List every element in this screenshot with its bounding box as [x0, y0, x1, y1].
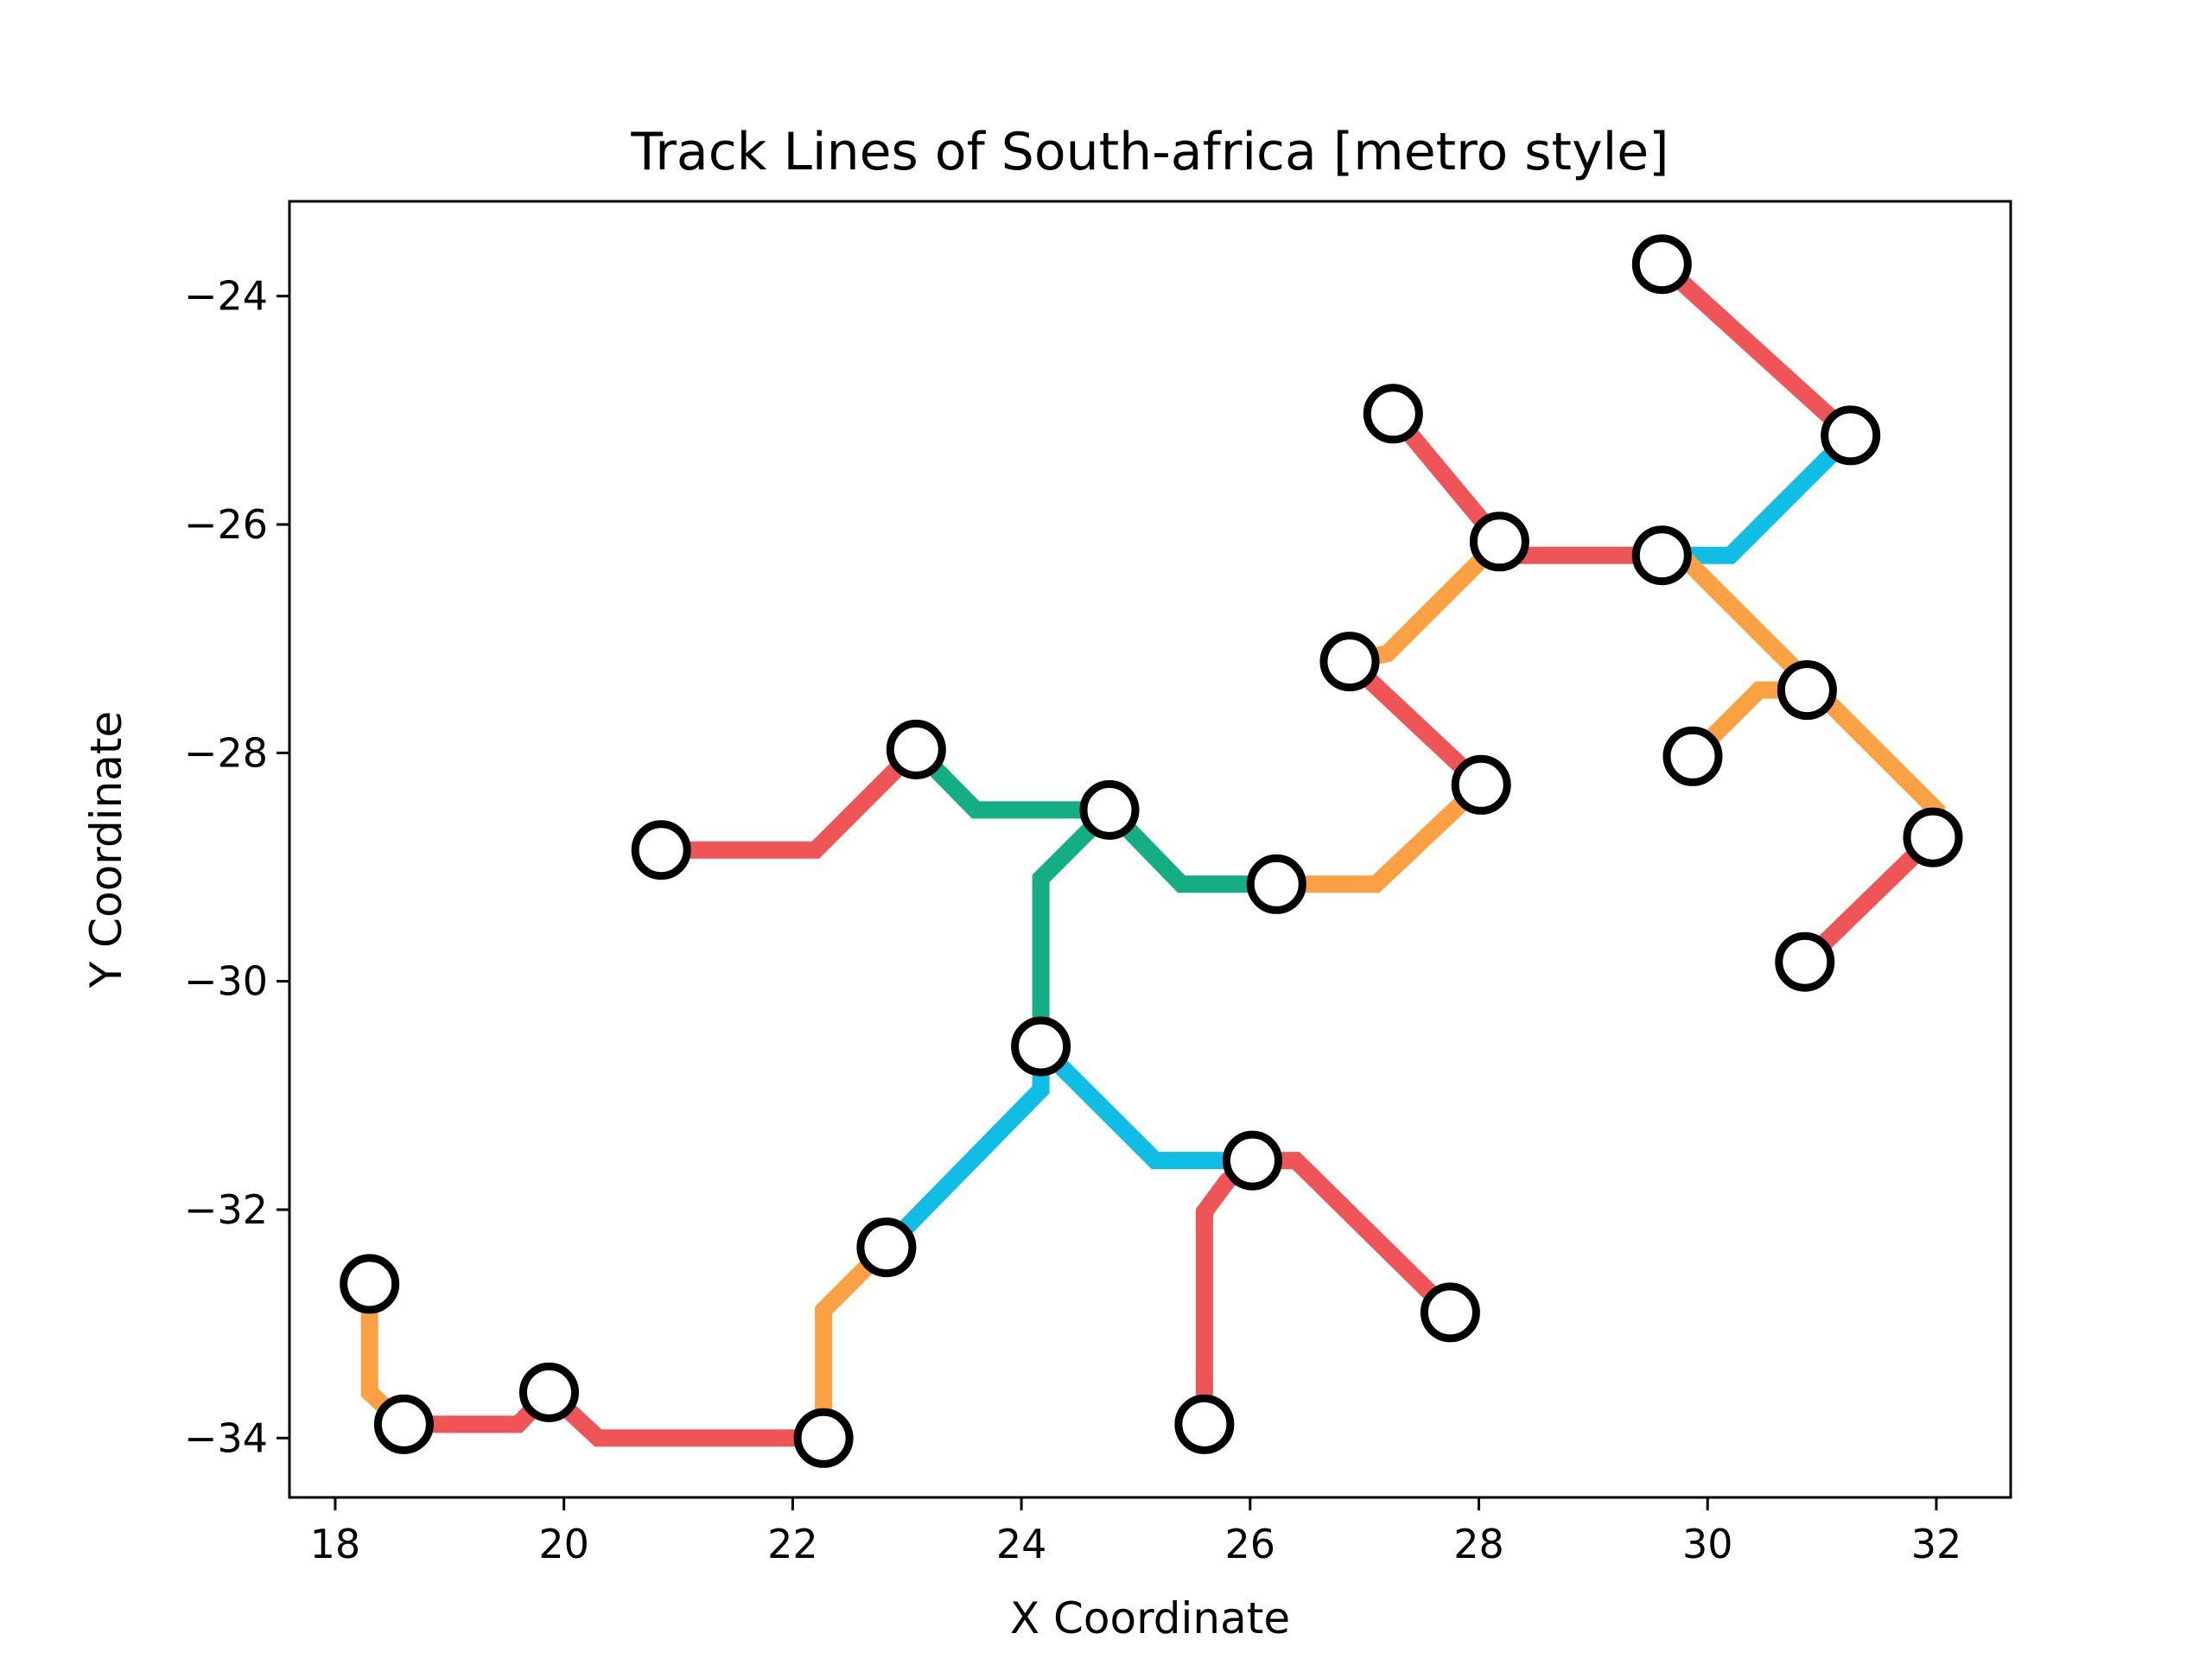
y-axis-label: Y Coordinate — [81, 711, 131, 989]
x-axis: 18 20 22 24 26 28 30 32 — [310, 1497, 1962, 1567]
station-marker — [1011, 1016, 1071, 1077]
station-marker — [1079, 779, 1140, 840]
y-tick-label: −24 — [184, 273, 268, 320]
station-marker — [1903, 807, 1963, 868]
track-line-orange — [1276, 779, 1488, 893]
x-tick-label: 20 — [538, 1521, 589, 1567]
station-marker — [856, 1217, 917, 1278]
station-marker — [340, 1254, 400, 1314]
x-tick-label: 32 — [1911, 1521, 1962, 1567]
station-marker — [1319, 632, 1380, 692]
station-marker — [519, 1362, 579, 1422]
station-marker — [1174, 1394, 1235, 1454]
station-marker — [373, 1394, 434, 1454]
y-tick-label: −30 — [184, 958, 268, 1005]
station-marker — [1451, 754, 1511, 815]
plot-area — [340, 234, 1963, 1468]
station-marker — [886, 719, 946, 779]
station-marker — [1775, 931, 1835, 992]
x-tick-label: 28 — [1453, 1521, 1504, 1567]
station-marker — [1662, 726, 1723, 786]
station-marker — [1363, 384, 1423, 444]
station-marker — [631, 820, 691, 880]
track-line-red — [1656, 257, 1857, 442]
y-tick-label: −26 — [184, 501, 268, 548]
station-marker — [1821, 405, 1881, 466]
x-tick-label: 26 — [1225, 1521, 1276, 1567]
station-marker — [793, 1408, 854, 1468]
track-line-green — [1103, 804, 1277, 893]
x-tick-label: 30 — [1682, 1521, 1733, 1567]
station-marker — [1223, 1130, 1282, 1191]
track-line-green — [1032, 804, 1116, 1046]
y-tick-label: −28 — [184, 729, 268, 776]
x-tick-label: 22 — [767, 1521, 818, 1567]
station-marker — [1420, 1282, 1480, 1343]
plot-frame — [288, 200, 2012, 1499]
x-tick-label: 18 — [310, 1521, 361, 1567]
station-marker — [1631, 525, 1692, 586]
x-axis-label: X Coordinate — [1010, 1593, 1290, 1643]
y-axis: −24 −26 −28 −30 −32 −34 — [184, 273, 289, 1461]
chart-title: Track Lines of South-africa [metro style… — [630, 122, 1669, 182]
station-marker — [1246, 854, 1306, 914]
x-tick-label: 24 — [996, 1521, 1047, 1567]
track-line-cyan — [1034, 1039, 1253, 1170]
y-tick-label: −34 — [184, 1414, 268, 1461]
station-marker — [1631, 234, 1692, 295]
track-line-red — [661, 743, 923, 859]
station-marker — [1777, 660, 1837, 721]
y-tick-label: −32 — [184, 1186, 268, 1233]
track-line-red — [1344, 655, 1488, 791]
station-marker — [1469, 512, 1529, 572]
